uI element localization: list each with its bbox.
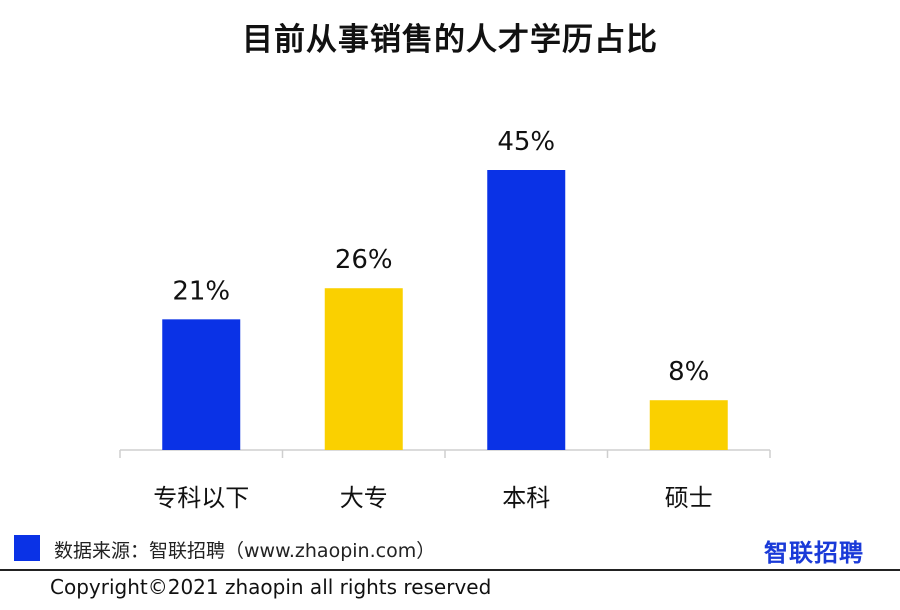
data-label-1: 26% — [335, 245, 393, 275]
source-text: 数据来源：智联招聘（www.zhaopin.com） — [54, 540, 436, 562]
data-label-0: 21% — [172, 276, 230, 306]
bar-3 — [649, 400, 728, 450]
source-legend-swatch — [14, 535, 40, 561]
x-tick-label-3: 硕士 — [665, 484, 713, 512]
bar-2 — [487, 170, 566, 450]
x-tick-label-1: 大专 — [340, 484, 388, 512]
bar-1 — [324, 288, 403, 450]
data-label-2: 45% — [497, 127, 555, 157]
x-tick-label-2: 本科 — [502, 484, 550, 512]
x-tick-label-0: 专科以下 — [153, 484, 249, 512]
copyright-text: Copyright©2021 zhaopin all rights reserv… — [50, 575, 492, 599]
chart-title: 目前从事销售的人才学历占比 — [242, 22, 658, 58]
footer-divider — [0, 569, 900, 571]
zhaopin-logo: 智联招聘 — [764, 539, 864, 567]
bar-chart: 21% 专科以下 26% 大专 45% 本科 8% 硕士 — [119, 127, 771, 512]
data-label-3: 8% — [668, 357, 709, 387]
source-footer: 数据来源：智联招聘（www.zhaopin.com） 智联招聘 — [0, 533, 900, 567]
bar-0 — [162, 319, 241, 450]
